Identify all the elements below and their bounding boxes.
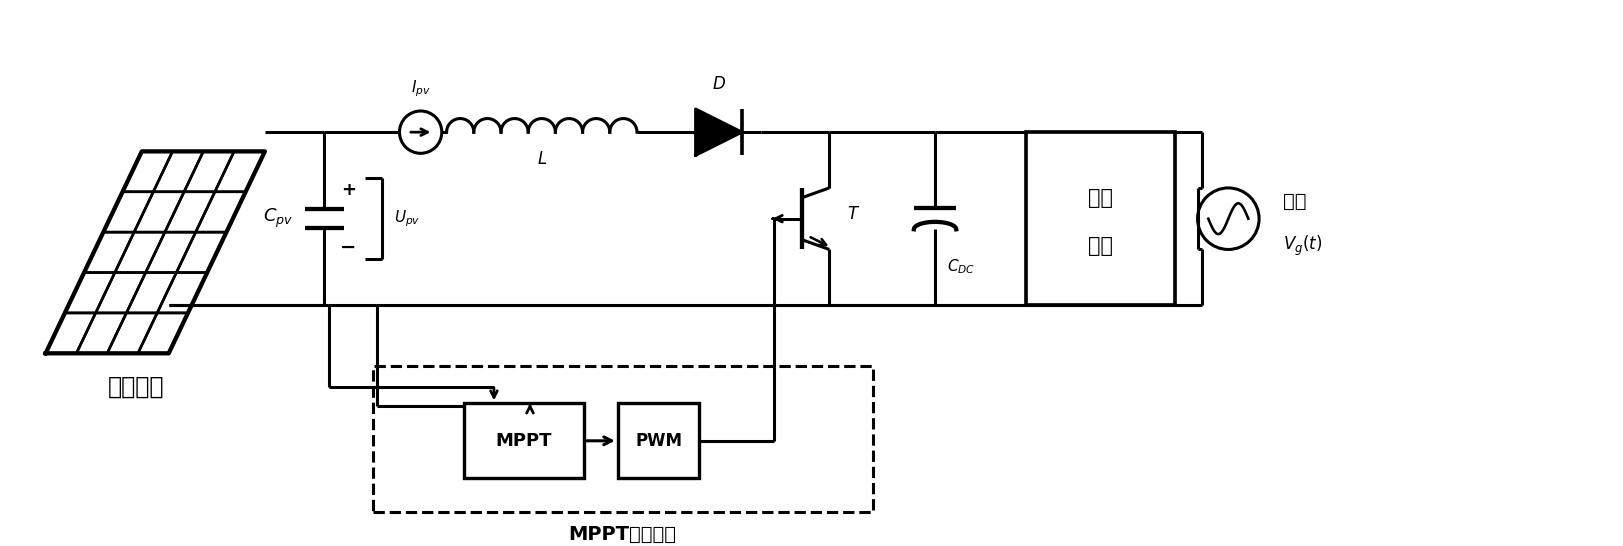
Text: $D$: $D$ xyxy=(712,75,725,93)
Text: $T$: $T$ xyxy=(847,205,860,223)
Text: PWM: PWM xyxy=(635,432,682,450)
Bar xyxy=(1026,132,1175,305)
Text: $V_{g}(t)$: $V_{g}(t)$ xyxy=(1284,234,1323,258)
Text: +: + xyxy=(341,181,355,199)
Text: −: − xyxy=(341,238,357,257)
Text: 光伏阵列: 光伏阵列 xyxy=(107,375,164,399)
Bar xyxy=(618,403,700,478)
Text: MPPT控制电路: MPPT控制电路 xyxy=(568,525,677,544)
Text: 电网: 电网 xyxy=(1284,192,1307,211)
Text: 逆变: 逆变 xyxy=(1089,236,1113,256)
Text: $L$: $L$ xyxy=(537,150,547,168)
Text: $I_{pv}$: $I_{pv}$ xyxy=(411,79,430,99)
Text: $U_{pv}$: $U_{pv}$ xyxy=(394,209,420,229)
Text: $C_{pv}$: $C_{pv}$ xyxy=(263,207,294,230)
Text: $C_{DC}$: $C_{DC}$ xyxy=(946,257,975,276)
Polygon shape xyxy=(696,109,742,155)
Text: MPPT: MPPT xyxy=(495,432,552,450)
Bar xyxy=(464,403,584,478)
Bar xyxy=(373,366,873,512)
Text: 并网: 并网 xyxy=(1089,187,1113,207)
